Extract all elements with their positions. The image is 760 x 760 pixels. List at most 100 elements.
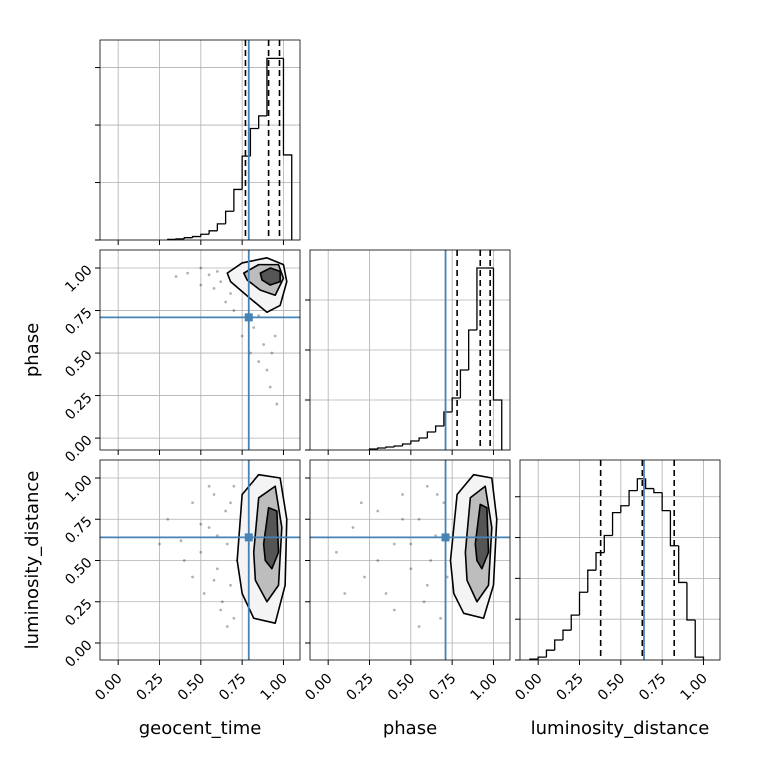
sample-point [224, 509, 228, 513]
sample-point [425, 484, 429, 488]
y-axis-label: phase [22, 323, 43, 377]
truth-marker [441, 533, 450, 542]
sample-point [417, 625, 421, 628]
x-tick-label: 0.50 [175, 671, 208, 704]
y-axis-label: luminosity_distance [22, 471, 43, 650]
panel-frame [519, 459, 721, 661]
sample-point [212, 287, 216, 290]
y-tick-label: 0.25 [62, 596, 95, 629]
panel-frame [99, 459, 301, 661]
sample-point [409, 567, 413, 571]
sample-point [376, 559, 380, 562]
panel: 0.00 0.25 0.50 0.75 1.000.000.250.500.751.00… [22, 459, 301, 739]
sample-point [268, 385, 272, 389]
y-tick-label: 0.00 [62, 637, 95, 670]
sample-point [186, 271, 190, 275]
sample-point [215, 534, 219, 538]
histogram-bin [200, 233, 210, 237]
panel-frame [99, 39, 301, 241]
sample-point [425, 583, 429, 587]
sample-point [257, 360, 261, 363]
histogram-bin [476, 267, 486, 330]
x-tick-label: 0.00 [512, 671, 545, 704]
histogram-bin [208, 230, 218, 235]
sample-point [199, 283, 203, 287]
y-tick-label: 1.00 [62, 262, 95, 295]
sample-point [232, 616, 236, 620]
histogram-bin [443, 411, 453, 426]
sample-point [220, 600, 224, 604]
histogram-bin [249, 127, 259, 157]
sample-point [232, 309, 236, 312]
y-tick-label: 0.50 [62, 347, 95, 380]
x-tick-label: 0.75 [426, 671, 459, 704]
sample-point [207, 526, 211, 529]
x-axis-label: geocent_time [139, 718, 262, 739]
x-tick-label: 0.75 [216, 671, 249, 704]
sample-point [351, 526, 355, 529]
histogram-bin [611, 512, 621, 536]
histogram-bin [385, 446, 395, 448]
histogram-bin [669, 510, 679, 547]
sample-point [202, 592, 206, 595]
sample-point [401, 517, 404, 521]
histogram-bin [224, 210, 234, 224]
histogram-bin [451, 397, 461, 412]
sample-point [392, 542, 396, 546]
sample-point [199, 550, 203, 554]
panel-frame [309, 459, 511, 661]
sample-point [335, 550, 338, 554]
sample-point [215, 567, 219, 571]
x-tick-label: 0.25 [344, 671, 377, 704]
histogram-bin [258, 115, 267, 129]
sample-point [219, 608, 223, 612]
histogram-bin [434, 425, 444, 432]
histogram-bin [620, 505, 630, 513]
sample-point [442, 501, 446, 505]
histogram-bin [570, 614, 580, 631]
histogram-bin [410, 440, 420, 444]
x-tick-label: 0.00 [92, 671, 125, 704]
histogram-bin [418, 437, 428, 441]
histogram-bin [492, 268, 503, 450]
histogram-bin [562, 629, 572, 640]
panel: 0.00 0.25 0.50 0.75 1.00 luminosity_distance [512, 459, 721, 739]
sample-point [212, 493, 216, 496]
sample-point [265, 368, 269, 372]
sample-point [199, 266, 203, 270]
y-tick-label: 0.25 [62, 390, 95, 423]
sample-point [191, 575, 194, 579]
histogram-bin [175, 238, 185, 240]
sample-point [384, 592, 388, 595]
histogram-bin [603, 534, 613, 553]
sample-point [392, 608, 396, 612]
sample-point [225, 625, 229, 628]
truth-marker [244, 533, 253, 542]
sample-point [439, 616, 442, 620]
histogram-bin [653, 488, 663, 494]
histogram-bin [183, 237, 193, 239]
histogram-bin [216, 223, 226, 231]
panel: 0.00 0.25 0.50 0.75 1.00 phase [22, 249, 301, 466]
sample-point [179, 539, 183, 543]
sample-point [212, 578, 216, 582]
histogram-bin [233, 188, 243, 212]
sample-point [207, 273, 211, 277]
x-tick-label: 1.00 [258, 671, 291, 704]
histogram-bin [587, 569, 597, 593]
histogram-bin [468, 329, 477, 370]
histogram-bin [393, 445, 403, 447]
histogram-bin [644, 478, 654, 490]
x-tick-label: 0.75 [636, 671, 669, 704]
sample-point [229, 501, 232, 505]
histogram-bin [426, 431, 436, 438]
y-tick-label: 1.00 [62, 472, 95, 505]
sample-point [252, 326, 256, 329]
x-axis-label: luminosity_distance [531, 718, 710, 739]
sample-point [199, 522, 203, 526]
histogram-bin [554, 639, 563, 651]
histogram-bin [459, 369, 469, 398]
panel-frame [309, 249, 511, 451]
sample-point [270, 351, 274, 355]
